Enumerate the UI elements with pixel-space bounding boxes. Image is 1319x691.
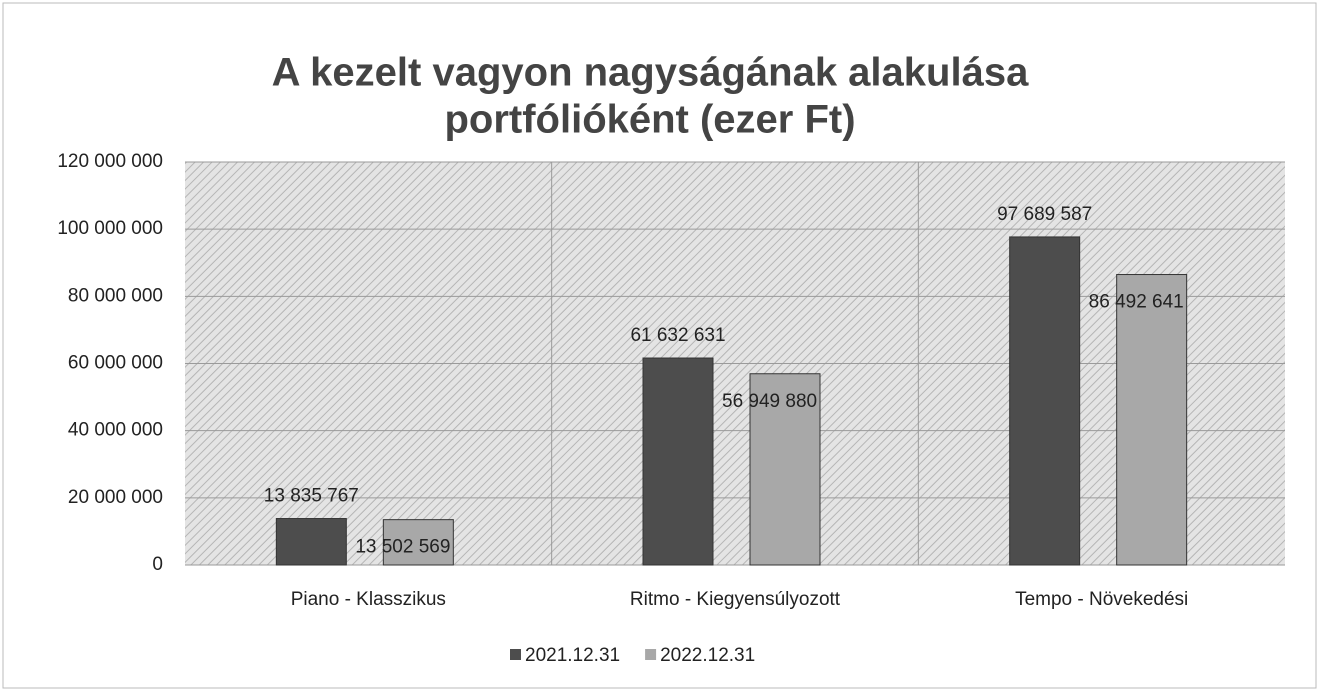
data-label: 86 492 641 — [1089, 292, 1184, 313]
legend-label: 2022.12.31 — [660, 645, 755, 666]
bar — [642, 357, 714, 566]
legend-swatch — [510, 649, 521, 660]
bar — [1116, 274, 1188, 566]
bar — [382, 519, 454, 566]
chart-title: portfólióként (ezer Ft) — [444, 98, 855, 142]
legend-label: 2021.12.31 — [525, 645, 620, 666]
data-label: 97 689 587 — [997, 204, 1092, 225]
data-label: 13 835 767 — [264, 486, 359, 507]
y-tick-label: 120 000 000 — [57, 151, 163, 172]
y-tick-label: 0 — [152, 554, 163, 575]
data-label: 13 502 569 — [355, 537, 450, 558]
bar — [1009, 236, 1081, 566]
bar — [275, 518, 347, 566]
data-label: 56 949 880 — [722, 391, 817, 412]
bar — [749, 373, 821, 566]
y-tick-label: 100 000 000 — [57, 218, 163, 239]
chart-title: A kezelt vagyon nagyságának alakulása — [272, 51, 1029, 95]
y-tick-label: 20 000 000 — [68, 487, 163, 508]
x-tick-label: Tempo - Növekedési — [1015, 589, 1188, 610]
y-tick-label: 80 000 000 — [68, 285, 163, 306]
y-tick-label: 60 000 000 — [68, 353, 163, 374]
x-tick-label: Ritmo - Kiegyensúlyozott — [630, 589, 841, 610]
y-tick-label: 40 000 000 — [68, 420, 163, 441]
data-label: 61 632 631 — [630, 325, 725, 346]
legend-swatch — [645, 649, 657, 660]
x-tick-label: Piano - Klasszikus — [291, 589, 446, 610]
